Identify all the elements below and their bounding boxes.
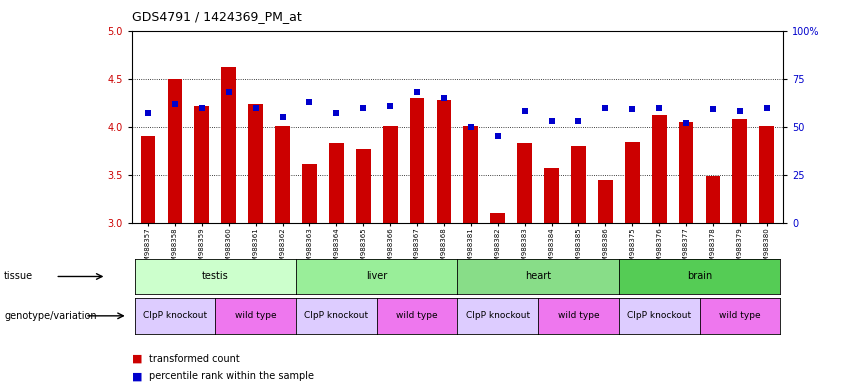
Point [329,110,343,116]
Point [598,104,612,111]
Text: ClpP knockout: ClpP knockout [627,311,691,320]
Text: ■: ■ [132,371,146,381]
Text: wild type: wild type [557,311,599,320]
Point [760,104,774,111]
Point [625,106,639,113]
Text: ClpP knockout: ClpP knockout [143,311,207,320]
Bar [759,126,774,223]
Text: heart: heart [525,271,551,281]
Point [653,104,666,111]
Point [733,108,746,114]
Bar [356,149,371,223]
Point [679,120,693,126]
Point [572,118,585,124]
Point [357,104,370,111]
Point [303,99,317,105]
Text: tissue: tissue [4,271,33,281]
Text: ClpP knockout: ClpP knockout [305,311,368,320]
Text: transformed count: transformed count [149,354,240,364]
Point [410,89,424,95]
Text: ClpP knockout: ClpP knockout [465,311,530,320]
Point [706,106,720,113]
Point [195,104,208,111]
Bar [625,142,640,223]
Bar [140,136,156,223]
Point [168,101,182,107]
Text: GDS4791 / 1424369_PM_at: GDS4791 / 1424369_PM_at [132,10,301,23]
Bar [679,122,694,223]
Bar [437,100,451,223]
Text: liver: liver [366,271,387,281]
Bar [733,119,747,223]
Bar [221,67,236,223]
Text: wild type: wild type [719,311,761,320]
Text: brain: brain [687,271,712,281]
Bar [705,176,721,223]
Bar [383,126,397,223]
Point [464,124,477,130]
Point [545,118,558,124]
Bar [329,143,344,223]
Text: ■: ■ [132,354,146,364]
Point [276,114,289,120]
Bar [571,146,585,223]
Bar [275,126,290,223]
Point [518,108,532,114]
Bar [464,126,478,223]
Text: wild type: wild type [235,311,277,320]
Point [141,110,155,116]
Text: wild type: wild type [397,311,438,320]
Bar [517,143,532,223]
Point [491,133,505,139]
Point [222,89,236,95]
Bar [490,213,505,223]
Point [437,95,451,101]
Bar [194,106,209,223]
Bar [302,164,317,223]
Bar [652,115,666,223]
Bar [409,98,425,223]
Bar [168,79,182,223]
Point [248,104,262,111]
Point [383,103,397,109]
Bar [598,180,613,223]
Text: testis: testis [202,271,229,281]
Bar [544,168,559,223]
Text: genotype/variation: genotype/variation [4,311,97,321]
Bar [248,104,263,223]
Text: percentile rank within the sample: percentile rank within the sample [149,371,314,381]
